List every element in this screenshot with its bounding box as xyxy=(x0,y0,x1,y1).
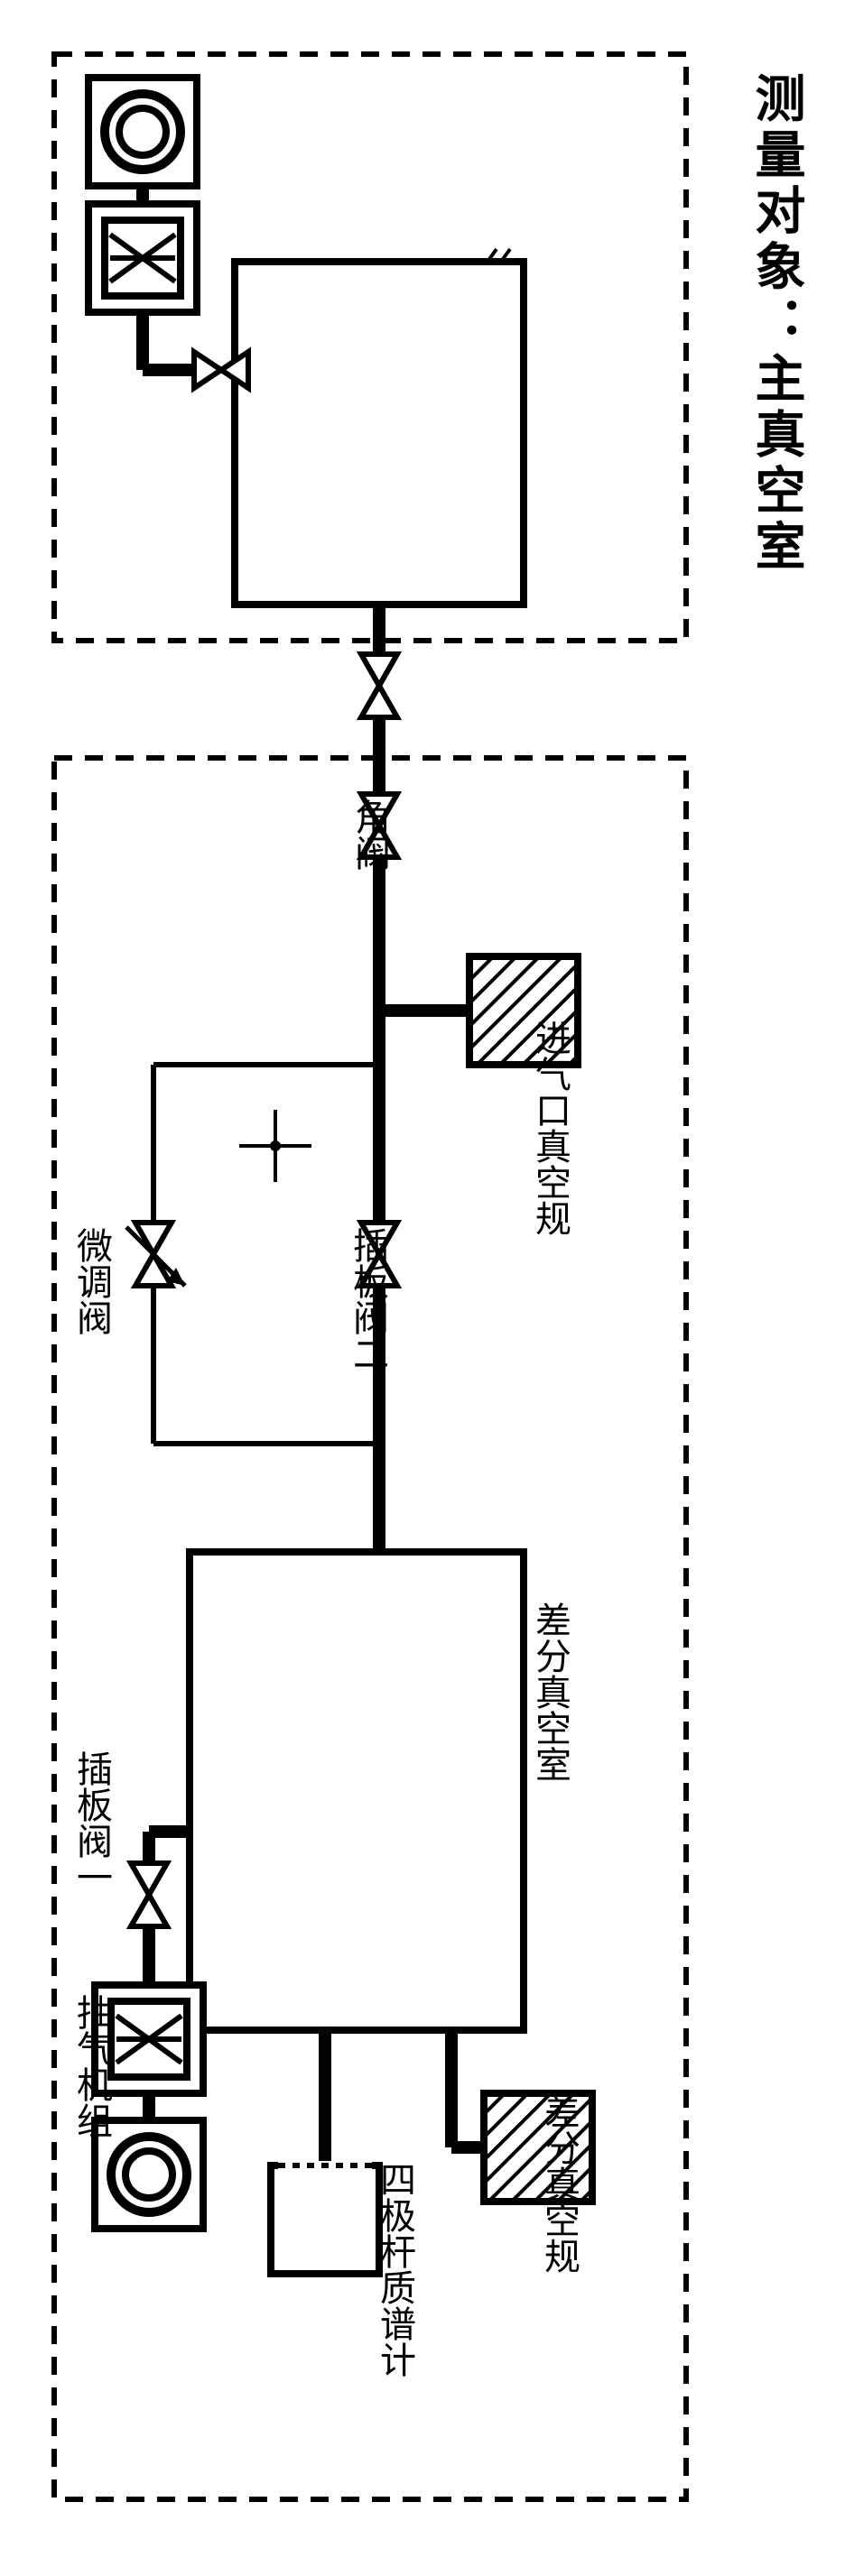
fine-valve-symbol xyxy=(126,1223,185,1286)
label-diff-gauge: 差分真空规 xyxy=(533,2093,585,2274)
upper-inlet-valve xyxy=(194,352,248,388)
label-pump-group: 抽气机组 xyxy=(65,1994,117,2138)
label-fine-valve: 微调阀 xyxy=(65,1227,117,1335)
label-diff-chamber: 差分真空室 xyxy=(524,1602,576,1782)
label-quadrupole: 四极杆质谱计 xyxy=(368,2161,421,2377)
label-gate-valve-1: 插板阀一 xyxy=(65,1750,117,1895)
main-chamber xyxy=(235,262,524,605)
quadrupole-box xyxy=(271,2165,379,2274)
label-inlet-gauge: 进气口真空规 xyxy=(524,1020,576,1236)
between-frames-valve xyxy=(361,654,397,717)
label-gate-valve-2: 插板阀二 xyxy=(341,1227,394,1371)
gate-valve-1-symbol xyxy=(131,1863,167,1926)
diagram-svg xyxy=(0,0,845,2576)
label-angle-valve: 角阀 xyxy=(343,799,395,871)
diff-chamber xyxy=(190,1552,524,2030)
page-title: 测量对象：主真空室 xyxy=(740,72,813,576)
